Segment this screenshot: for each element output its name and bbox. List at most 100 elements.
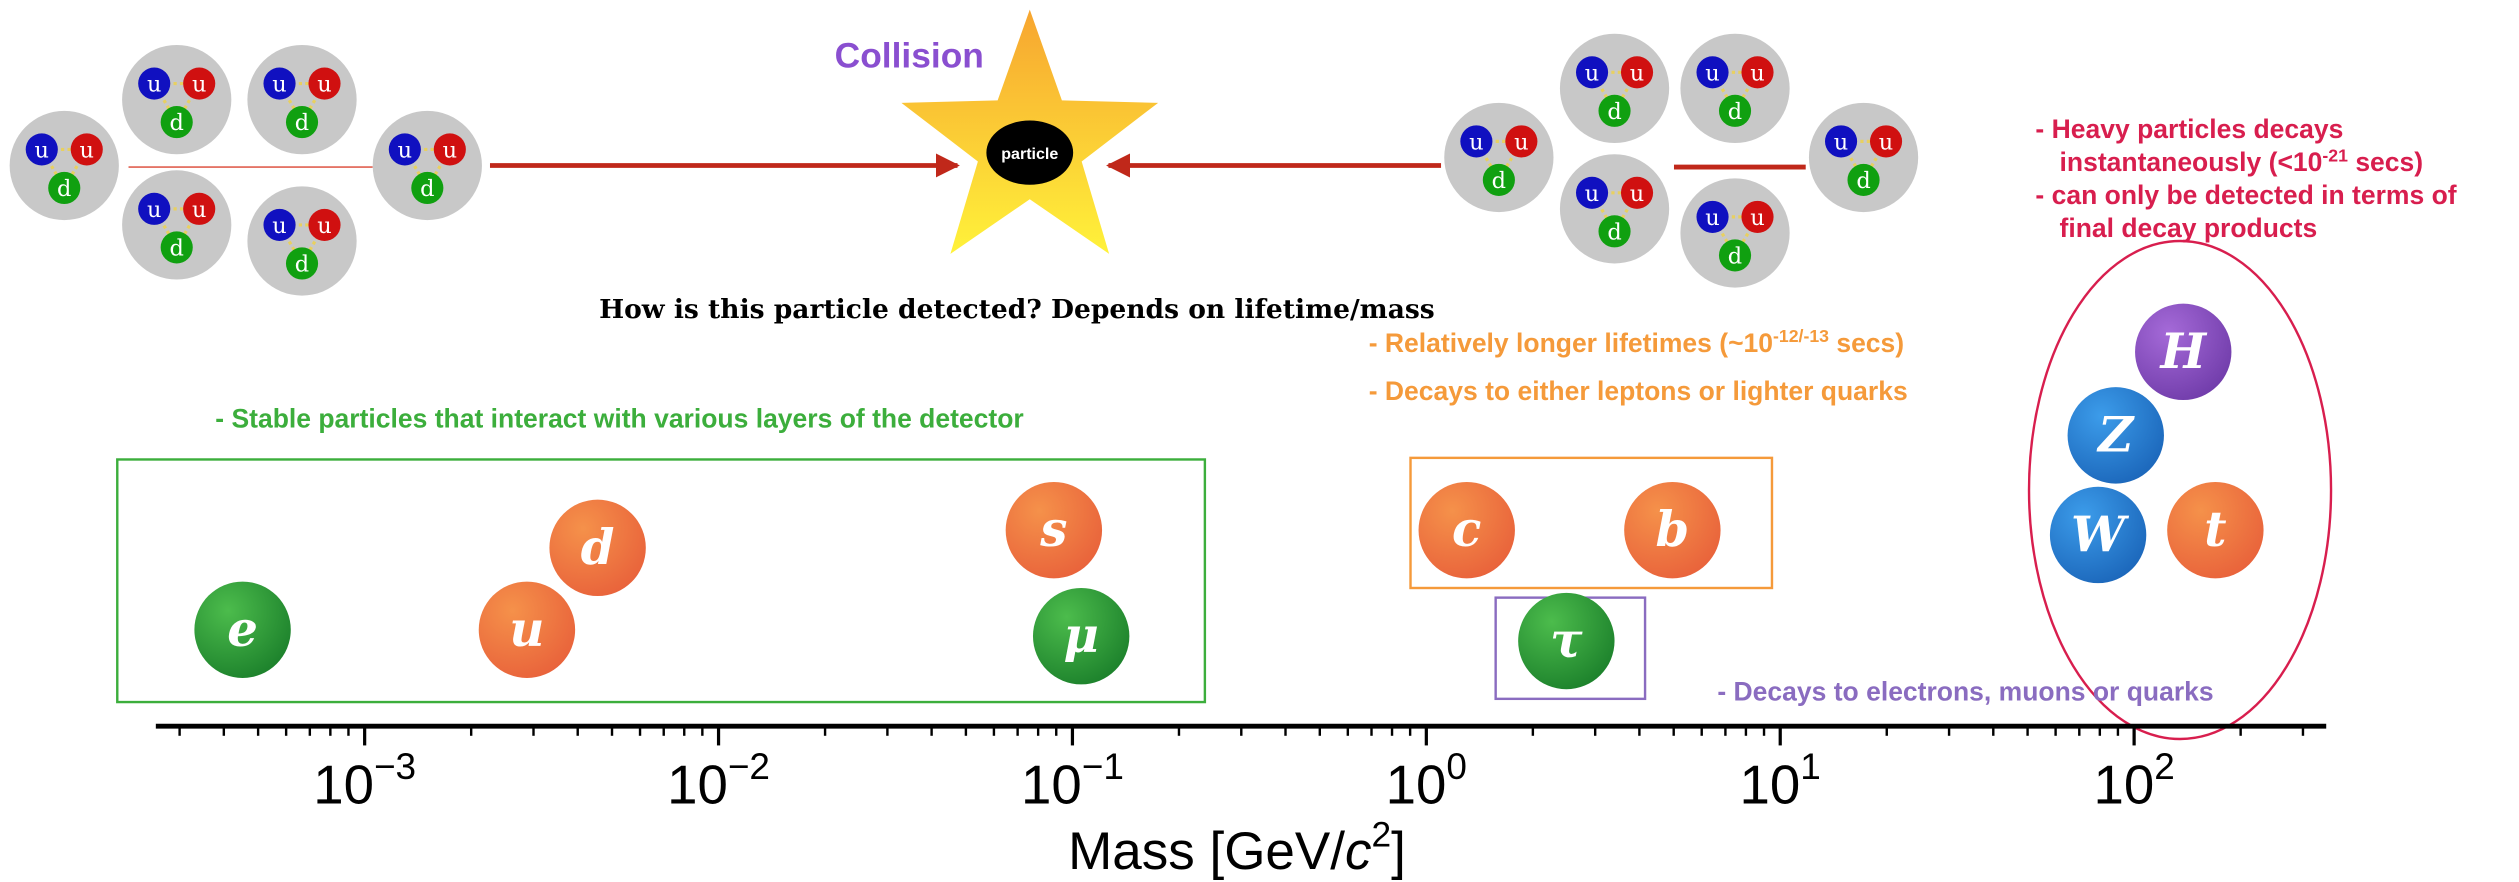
particle-symbol: H <box>2158 324 2207 380</box>
tick-exponent: −1 <box>1082 746 1124 787</box>
tick-base: 10 <box>1740 754 1801 815</box>
tick-base: 10 <box>667 754 728 815</box>
tau-note: - Decays to electrons, muons or quarks <box>1717 676 2213 706</box>
x-tick-label: 100 <box>1386 746 1467 815</box>
tick-base: 10 <box>1021 754 1082 815</box>
x-tick-label: 101 <box>1740 746 1821 815</box>
note: - Heavy particles decays <box>2035 114 2343 144</box>
tick-exponent: −3 <box>374 746 416 787</box>
proton: u ud <box>1560 34 1669 143</box>
particle-symbol: t <box>2204 502 2226 558</box>
quark-label: u <box>192 72 206 98</box>
note: - Relatively longer lifetimes (~10-12/-1… <box>1369 326 1904 358</box>
quark-label: u <box>1630 181 1644 207</box>
quark-label: d <box>1728 99 1742 125</box>
tick-exponent: 2 <box>2154 746 2175 787</box>
stable-note: - Stable particles that interact with va… <box>215 403 1023 433</box>
quark-label: u <box>35 137 49 163</box>
quark-label: u <box>317 213 331 239</box>
quark-label: d <box>1607 99 1621 125</box>
note-text: - Heavy particles decays <box>2035 114 2343 144</box>
quark-label: u <box>147 197 161 223</box>
particle-symbol: μ <box>1064 608 1099 664</box>
quark-label: u <box>1705 205 1719 231</box>
note-text: secs) <box>1829 328 1904 358</box>
note: - Decays to either leptons or lighter qu… <box>1369 376 1908 406</box>
quark-label: d <box>1607 219 1621 245</box>
collision-title: Collision <box>835 36 984 75</box>
note-text: - can only be detected in terms of <box>2035 180 2456 210</box>
proton: u ud <box>1680 178 1789 287</box>
proton: u ud <box>1444 103 1553 212</box>
star-label: particle <box>1001 145 1058 163</box>
quark-label: d <box>1728 243 1742 269</box>
particle-symbol: b <box>1656 502 1690 558</box>
question: How is this particle detected? Depends o… <box>599 294 1435 325</box>
particle-symbol: s <box>1039 502 1067 558</box>
quark-label: d <box>295 110 309 136</box>
quark-label: u <box>272 213 286 239</box>
note: final decay products <box>2060 213 2318 243</box>
tick-exponent: 1 <box>1800 746 1821 787</box>
note-text: - Relatively longer lifetimes (~10 <box>1369 328 1773 358</box>
quark-label: u <box>398 137 412 163</box>
particle-symbol: e <box>227 602 258 658</box>
tick-base: 10 <box>313 754 374 815</box>
quark-label: u <box>1879 129 1893 155</box>
proton: u ud <box>1680 34 1789 143</box>
quark-label: u <box>1469 129 1483 155</box>
diagram: particle Collision How is this particle … <box>0 0 2519 882</box>
x-tick-label: 10−1 <box>1021 746 1124 815</box>
particle-symbol: c <box>1452 502 1481 558</box>
quark-label: d <box>170 110 184 136</box>
particle-symbol: Z <box>2096 407 2135 463</box>
note-text: final decay products <box>2060 213 2318 243</box>
particle-symbol: d <box>581 520 615 576</box>
particle-symbol: τ <box>1550 613 1583 669</box>
x-tick-label: 10−2 <box>667 746 770 815</box>
quark-label: d <box>420 176 434 202</box>
quark-label: u <box>443 137 457 163</box>
quark-label: d <box>1492 168 1506 194</box>
quark-label: u <box>1514 129 1528 155</box>
quark-label: u <box>1585 181 1599 207</box>
quark-label: u <box>317 72 331 98</box>
quark-label: u <box>1705 60 1719 86</box>
tick-base: 10 <box>1386 754 1447 815</box>
quark-label: u <box>147 72 161 98</box>
quark-label: u <box>1750 60 1764 86</box>
axis-label-part: c <box>1345 822 1372 881</box>
axis-label-part: ] <box>1391 822 1406 881</box>
x-tick-label: 102 <box>2093 746 2174 815</box>
quark-label: u <box>1630 60 1644 86</box>
quark-label: u <box>1750 205 1764 231</box>
note: instantaneously (<10-21 secs) <box>2060 145 2424 177</box>
particle-symbol: W <box>2071 507 2130 563</box>
note-text: secs) <box>2348 147 2423 177</box>
superscript: -21 <box>2322 145 2348 165</box>
quark-label: d <box>1856 168 1870 194</box>
note-text: instantaneously (<10 <box>2060 147 2323 177</box>
axis-label-part: 2 <box>1371 816 1391 855</box>
quark-label: d <box>170 235 184 261</box>
particle-symbol: u <box>509 602 544 658</box>
proton: u ud <box>247 45 356 154</box>
quark-label: u <box>272 72 286 98</box>
superscript: -12/-13 <box>1773 326 1829 346</box>
proton: u ud <box>373 111 482 220</box>
proton: u ud <box>122 170 231 279</box>
quark-label: u <box>1585 60 1599 86</box>
proton: u ud <box>1560 154 1669 263</box>
x-axis-label: Mass [GeV/c2] <box>1068 816 1406 881</box>
quark-label: d <box>57 176 71 202</box>
note-text: - Decays to either leptons or lighter qu… <box>1369 376 1908 406</box>
tick-exponent: 0 <box>1446 746 1467 787</box>
axis-label-part: Mass [GeV/ <box>1068 822 1345 881</box>
x-tick-label: 10−3 <box>313 746 416 815</box>
note: - can only be detected in terms of <box>2035 180 2456 210</box>
quark-label: u <box>192 197 206 223</box>
proton: u ud <box>122 45 231 154</box>
